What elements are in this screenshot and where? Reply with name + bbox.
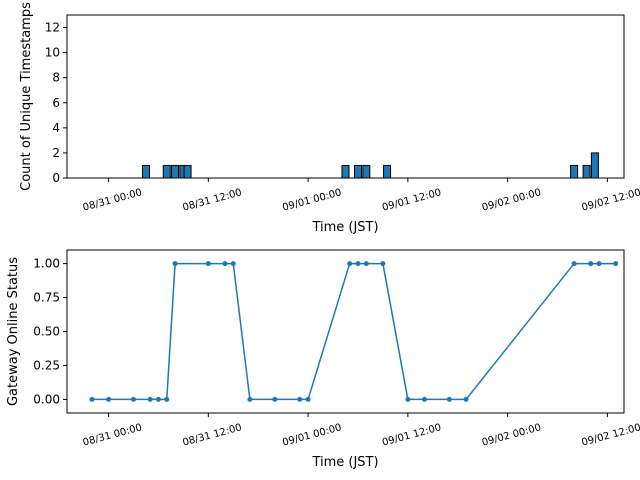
chart-2: 0.00 0.25 0.50 0.75 1.00 08/31 00:00 08/31 12:… bbox=[6, 249, 640, 470]
y-tick-label: 4 bbox=[52, 121, 60, 135]
data-point bbox=[272, 396, 278, 402]
bar bbox=[570, 164, 579, 179]
y-tick-label: 12 bbox=[45, 21, 60, 35]
y-tick-label: 10 bbox=[45, 46, 60, 60]
x-tick-label: 09/02 12:00 bbox=[581, 422, 640, 448]
x-tick-label: 09/01 00:00 bbox=[281, 422, 343, 448]
x-tick-label: 09/02 12:00 bbox=[581, 187, 640, 213]
data-point bbox=[405, 396, 411, 402]
data-point bbox=[588, 261, 594, 267]
bar bbox=[582, 164, 591, 179]
bar bbox=[362, 164, 371, 179]
axes-frame bbox=[66, 249, 625, 414]
data-point bbox=[247, 396, 253, 402]
data-point bbox=[205, 261, 211, 267]
x-tick-label: 09/01 12:00 bbox=[381, 187, 443, 213]
data-point bbox=[613, 261, 619, 267]
bar bbox=[171, 164, 180, 179]
data-point bbox=[131, 396, 137, 402]
y-tick-label: 6 bbox=[52, 96, 60, 110]
y-tick-label: 1.00 bbox=[33, 257, 60, 271]
x-tick-label: 08/31 12:00 bbox=[182, 187, 244, 213]
data-point bbox=[147, 396, 153, 402]
axes-frame bbox=[66, 14, 625, 179]
chart-1: 0 2 4 6 8 10 12 08/31 00:00 08/31 12:00 09/01 00:… bbox=[19, 2, 640, 235]
bar bbox=[183, 164, 192, 179]
data-point bbox=[297, 396, 303, 402]
bar bbox=[162, 164, 171, 179]
y-tick-label: 8 bbox=[52, 71, 60, 85]
data-point bbox=[222, 261, 228, 267]
y-tick-label: 0.00 bbox=[33, 392, 60, 406]
y-tick-label: 0.75 bbox=[33, 291, 60, 305]
x-tick-label: 08/31 12:00 bbox=[182, 422, 244, 448]
data-point bbox=[571, 261, 577, 267]
data-point bbox=[421, 396, 427, 402]
data-point bbox=[89, 396, 95, 402]
x-axis-title: Time (JST) bbox=[311, 455, 378, 470]
data-point bbox=[305, 396, 311, 402]
y-tick-label: 0 bbox=[52, 171, 60, 185]
x-tick-label: 09/01 00:00 bbox=[281, 187, 343, 213]
x-tick-label: 08/31 00:00 bbox=[82, 422, 144, 448]
data-point bbox=[446, 396, 452, 402]
data-point bbox=[596, 261, 602, 267]
y-axis-title: Count of Unique Timestamps bbox=[19, 2, 34, 191]
bar bbox=[383, 164, 392, 179]
x-tick-label: 08/31 00:00 bbox=[82, 187, 144, 213]
bar bbox=[353, 164, 362, 179]
data-point bbox=[230, 261, 236, 267]
data-point bbox=[363, 261, 369, 267]
data-point bbox=[463, 396, 469, 402]
data-point bbox=[164, 396, 170, 402]
x-tick-label: 09/02 00:00 bbox=[481, 422, 543, 448]
data-point bbox=[172, 261, 178, 267]
bar bbox=[141, 164, 150, 179]
bar bbox=[590, 152, 599, 179]
y-tick-label: 0.25 bbox=[33, 358, 60, 372]
status-line bbox=[91, 262, 616, 401]
bar bbox=[341, 164, 350, 179]
data-point bbox=[355, 261, 361, 267]
x-axis-title: Time (JST) bbox=[311, 220, 378, 235]
data-point bbox=[155, 396, 161, 402]
y-tick-label: 2 bbox=[52, 146, 60, 160]
x-tick-label: 09/01 12:00 bbox=[381, 422, 443, 448]
data-point bbox=[347, 261, 353, 267]
data-point bbox=[106, 396, 112, 402]
y-axis-title: Gateway Online Status bbox=[6, 257, 21, 406]
data-point bbox=[380, 261, 386, 267]
x-tick-label: 09/02 00:00 bbox=[481, 187, 543, 213]
y-tick-label: 0.50 bbox=[33, 325, 60, 339]
